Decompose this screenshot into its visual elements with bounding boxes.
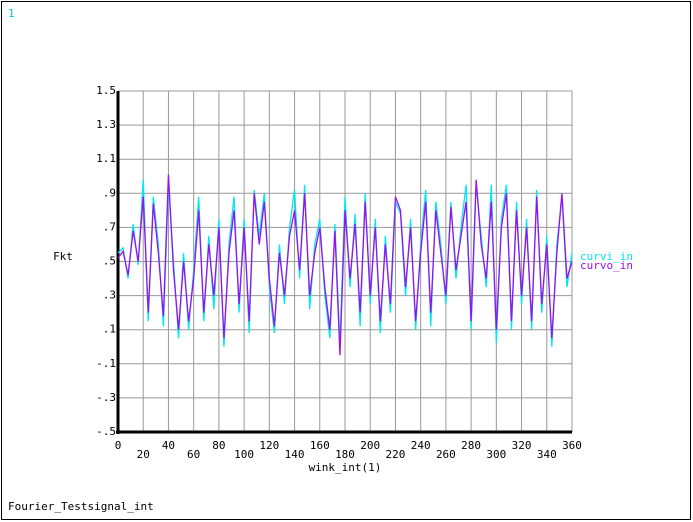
y-axis-label: Fkt — [53, 250, 73, 263]
footer: Fourier_Testsignal_int — [8, 500, 154, 513]
y-tick-label: -.3 — [96, 391, 116, 404]
x-tick-label: 220 — [386, 448, 406, 461]
x-tick-label: 300 — [486, 448, 506, 461]
series-line — [117, 174, 573, 356]
y-tick-label: .1 — [103, 323, 116, 336]
y-tick-label: .7 — [103, 220, 116, 233]
page-number: 1 — [8, 7, 15, 20]
y-tick-label: .3 — [103, 289, 116, 302]
x-tick-label: 200 — [360, 439, 380, 452]
y-tick-label: -.1 — [96, 357, 116, 370]
x-tick-label: 280 — [461, 439, 481, 452]
x-tick-label: 80 — [212, 439, 225, 452]
x-tick-label: 20 — [137, 448, 150, 461]
x-tick-label: 100 — [234, 448, 254, 461]
y-tick-label: 1.3 — [96, 118, 116, 131]
y-tick-label: -.5 — [96, 425, 116, 438]
x-tick-label: 260 — [436, 448, 456, 461]
x-tick-label: 360 — [562, 439, 582, 452]
x-tick-label: 40 — [162, 439, 175, 452]
x-tick-label: 340 — [537, 448, 557, 461]
y-tick-label: 1.5 — [96, 84, 116, 97]
x-axis-label: wink_int(1) — [309, 461, 382, 474]
legend-label: curvi_in — [580, 250, 633, 263]
x-tick-label: 60 — [187, 448, 200, 461]
y-tick-label: .9 — [103, 186, 116, 199]
x-tick-label: 320 — [512, 439, 532, 452]
x-tick-label: 160 — [310, 439, 330, 452]
x-tick-label: 240 — [411, 439, 431, 452]
x-tick-label: 0 — [115, 439, 122, 452]
y-tick-label: 1.1 — [96, 152, 116, 165]
x-tick-label: 180 — [335, 448, 355, 461]
x-tick-label: 120 — [259, 439, 279, 452]
legend-label: curvo_in — [580, 259, 633, 272]
x-tick-label: 140 — [285, 448, 305, 461]
y-tick-label: .5 — [103, 255, 116, 268]
